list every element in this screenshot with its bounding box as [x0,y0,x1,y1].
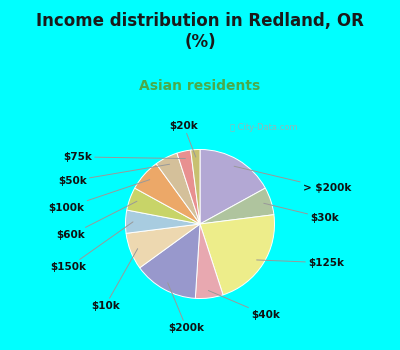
Text: $150k: $150k [51,222,133,272]
Text: $200k: $200k [168,283,204,333]
Text: $75k: $75k [63,152,185,162]
Wedge shape [177,150,200,224]
Text: $125k: $125k [257,258,344,268]
Wedge shape [156,153,200,224]
Text: Income distribution in Redland, OR
(%): Income distribution in Redland, OR (%) [36,12,364,51]
Text: $40k: $40k [208,290,280,320]
Wedge shape [191,149,200,224]
Text: Asian residents: Asian residents [139,79,261,93]
Text: $10k: $10k [91,249,138,311]
Text: ⓘ City-Data.com: ⓘ City-Data.com [230,122,297,132]
Wedge shape [135,164,200,224]
Wedge shape [126,210,200,233]
Text: $50k: $50k [58,164,170,186]
Text: $20k: $20k [169,121,198,157]
Wedge shape [200,215,274,295]
Wedge shape [140,224,200,298]
Text: $30k: $30k [264,203,339,223]
Text: > $200k: > $200k [234,166,351,193]
Wedge shape [127,188,200,224]
Wedge shape [200,149,265,224]
Text: $100k: $100k [48,180,150,212]
Wedge shape [200,188,274,224]
Wedge shape [195,224,223,299]
Text: $60k: $60k [56,201,137,240]
Wedge shape [126,224,200,268]
